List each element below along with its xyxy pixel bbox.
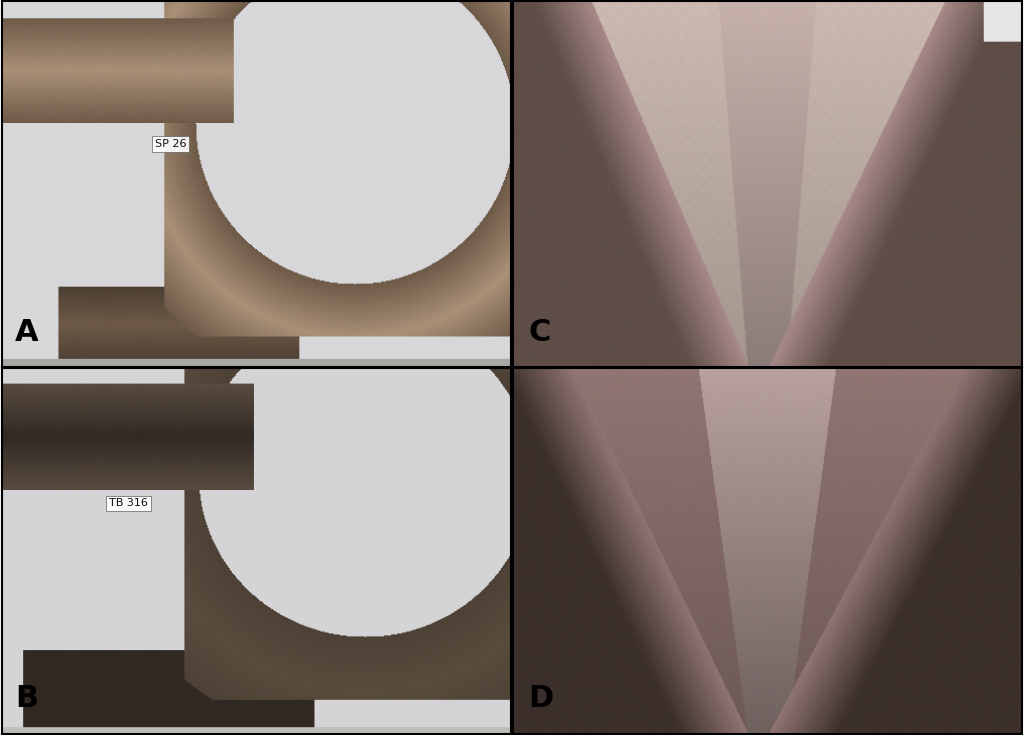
Text: C: C: [528, 318, 551, 347]
Text: D: D: [528, 684, 554, 714]
Text: TB 316: TB 316: [109, 498, 147, 509]
Text: SP 26: SP 26: [155, 139, 186, 149]
Text: B: B: [14, 684, 38, 714]
Text: A: A: [14, 318, 38, 347]
